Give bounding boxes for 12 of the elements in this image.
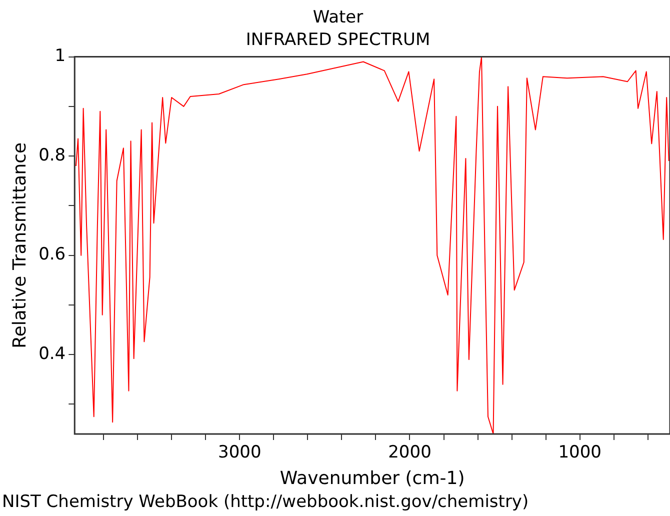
x-tick-label: 3000 <box>218 442 262 463</box>
y-axis-title: Relative Transmittance <box>9 142 30 348</box>
y-tick-label: 0.4 <box>38 344 66 364</box>
y-tick-label: 0.8 <box>38 145 66 166</box>
y-tick-label: 1 <box>54 46 66 66</box>
y-tick-label: 0.6 <box>38 244 66 265</box>
x-axis-title: Wavenumber (cm-1) <box>280 468 465 489</box>
x-tick-label: 2000 <box>388 442 432 463</box>
text: NIST Chemistry WebBook (http://webbook.nist.gov/chemistry) <box>2 492 530 512</box>
chart-title: Water <box>312 8 364 28</box>
x-tick-label: 1000 <box>558 442 602 463</box>
chart-subtitle: INFRARED SPECTRUM <box>246 30 430 50</box>
